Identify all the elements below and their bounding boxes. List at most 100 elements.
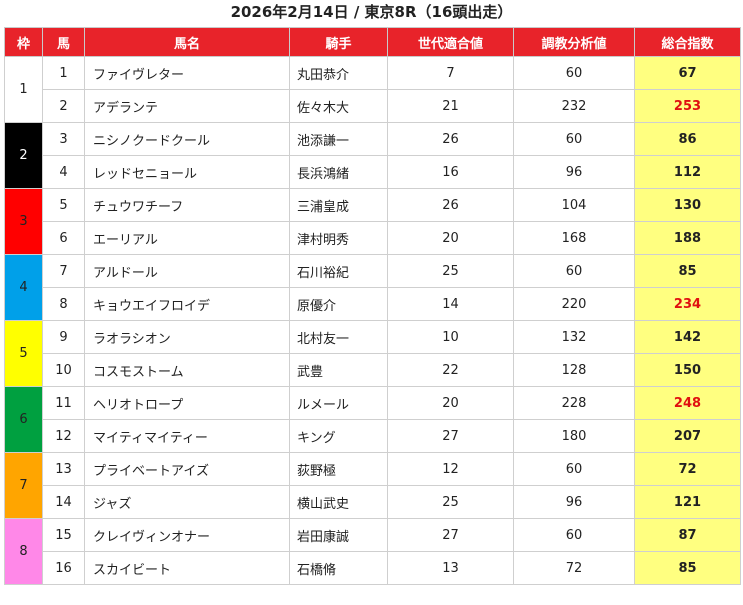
generation-value: 26 (387, 122, 514, 156)
total-index: 67 (634, 56, 741, 90)
total-index: 188 (634, 221, 741, 255)
horse-number: 15 (42, 518, 85, 552)
jockey-name: 横山武史 (289, 485, 388, 519)
table-row: 1 1 ファイヴレター 丸田恭介 7 60 67 (4, 56, 741, 123)
horse-name: コスモストーム (84, 353, 290, 387)
training-value: 104 (513, 188, 635, 222)
training-value: 168 (513, 221, 635, 255)
horse-number: 10 (42, 353, 85, 387)
generation-value: 21 (387, 89, 514, 123)
horse-number: 16 (42, 551, 85, 585)
total-index: 72 (634, 452, 741, 486)
waku-cell: 6 (4, 386, 43, 453)
horse-name: プライベートアイズ (84, 452, 290, 486)
page-title: 2026年2月14日 / 東京8R（16頭出走） (230, 3, 513, 21)
training-value: 132 (513, 320, 635, 354)
generation-value: 16 (387, 155, 514, 189)
generation-value: 20 (387, 221, 514, 255)
training-value: 60 (513, 452, 635, 486)
table-row: 8 15 クレイヴィンオナー 岩田康誠 27 60 87 (4, 518, 741, 585)
training-value: 128 (513, 353, 635, 387)
horse-number: 4 (42, 155, 85, 189)
total-index: 207 (634, 419, 741, 453)
horse-name: アルドール (84, 254, 290, 288)
jockey-name: 原優介 (289, 287, 388, 321)
horse-number: 6 (42, 221, 85, 255)
column-header: 枠 (4, 27, 43, 57)
total-index: 85 (634, 254, 741, 288)
table-row: 7 13 プライベートアイズ 荻野極 12 60 72 (4, 452, 741, 519)
horse-number: 8 (42, 287, 85, 321)
table-row: 14 ジャズ 横山武史 25 96 121 (5, 485, 741, 519)
column-header: 騎手 (289, 27, 388, 57)
jockey-name: 北村友一 (289, 320, 388, 354)
jockey-name: 佐々木大 (289, 89, 388, 123)
training-value: 60 (513, 122, 635, 156)
training-value: 60 (513, 56, 635, 90)
training-value: 60 (513, 518, 635, 552)
table-row: 6 11 ヘリオトロープ ルメール 20 228 248 (4, 386, 741, 453)
waku-cell: 7 (4, 452, 43, 519)
training-value: 228 (513, 386, 635, 420)
horse-number: 7 (42, 254, 85, 288)
training-value: 60 (513, 254, 635, 288)
horse-number: 2 (42, 89, 85, 123)
training-value: 96 (513, 155, 635, 189)
horse-name: クレイヴィンオナー (84, 518, 290, 552)
total-index: 87 (634, 518, 741, 552)
table-body: 1 1 ファイヴレター 丸田恭介 7 60 67 2 アデランテ 佐々木大 21 232 253 2 3 ニシ… (4, 56, 741, 585)
jockey-name: 石橋脩 (289, 551, 388, 585)
generation-value: 22 (387, 353, 514, 387)
jockey-name: 武豊 (289, 353, 388, 387)
horse-number: 14 (42, 485, 85, 519)
column-header: 総合指数 (634, 27, 741, 57)
training-value: 220 (513, 287, 635, 321)
table-row: 8 キョウエイフロイデ 原優介 14 220 234 (5, 287, 741, 321)
horse-name: ニシノクードクール (84, 122, 290, 156)
waku-cell: 5 (4, 320, 43, 387)
generation-value: 27 (387, 518, 514, 552)
horse-number: 13 (42, 452, 85, 486)
horse-name: ヘリオトロープ (84, 386, 290, 420)
generation-value: 13 (387, 551, 514, 585)
horse-name: スカイビート (84, 551, 290, 585)
training-value: 232 (513, 89, 635, 123)
table-row: 2 アデランテ 佐々木大 21 232 253 (5, 89, 741, 123)
table-row: 12 マイティマイティー キング 27 180 207 (5, 419, 741, 453)
total-index: 253 (634, 89, 741, 123)
total-index: 150 (634, 353, 741, 387)
table-row: 10 コスモストーム 武豊 22 128 150 (5, 353, 741, 387)
table-row: 4 7 アルドール 石川裕紀 25 60 85 (4, 254, 741, 321)
horse-number: 1 (42, 56, 85, 90)
jockey-name: 三浦皇成 (289, 188, 388, 222)
horse-name: ジャズ (84, 485, 290, 519)
horse-number: 5 (42, 188, 85, 222)
generation-value: 26 (387, 188, 514, 222)
total-index: 112 (634, 155, 741, 189)
column-header: 馬名 (84, 27, 290, 57)
total-index: 86 (634, 122, 741, 156)
jockey-name: ルメール (289, 386, 388, 420)
generation-value: 25 (387, 254, 514, 288)
waku-cell: 8 (4, 518, 43, 585)
total-index: 85 (634, 551, 741, 585)
table-row: 4 レッドセニョール 長浜鴻緒 16 96 112 (5, 155, 741, 189)
header-row: 枠馬馬名 騎手 世代適合値 調教分析値 総合指数 (4, 27, 741, 57)
total-index: 234 (634, 287, 741, 321)
horse-number: 12 (42, 419, 85, 453)
jockey-name: キング (289, 419, 388, 453)
horse-name: レッドセニョール (84, 155, 290, 189)
training-value: 96 (513, 485, 635, 519)
generation-value: 10 (387, 320, 514, 354)
table-row: 3 5 チュウワチーフ 三浦皇成 26 104 130 (4, 188, 741, 255)
generation-value: 14 (387, 287, 514, 321)
jockey-name: 岩田康誠 (289, 518, 388, 552)
horse-name: チュウワチーフ (84, 188, 290, 222)
table-header: 枠馬馬名 騎手 世代適合値 調教分析値 総合指数 (4, 27, 741, 57)
waku-cell: 2 (4, 122, 43, 189)
waku-cell: 1 (4, 56, 43, 123)
column-header: 世代適合値 (387, 27, 514, 57)
generation-value: 7 (387, 56, 514, 90)
generation-value: 12 (387, 452, 514, 486)
jockey-name: 石川裕紀 (289, 254, 388, 288)
